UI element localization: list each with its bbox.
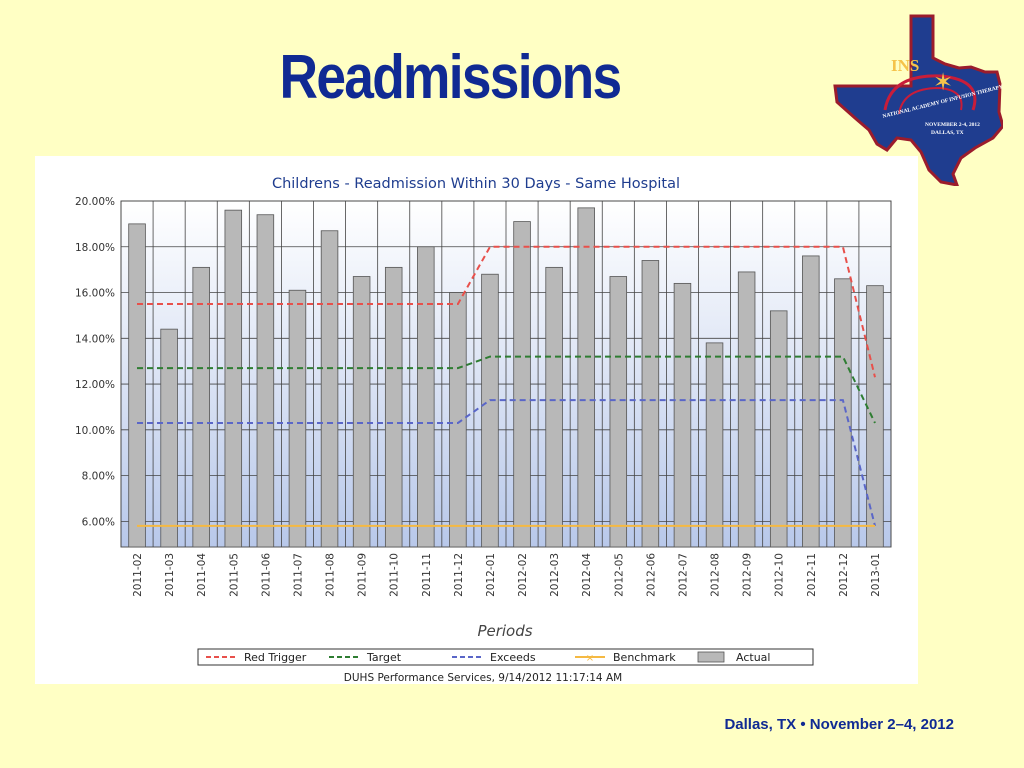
x-tick-label: 2012-05 (613, 553, 625, 597)
bar-actual (705, 342, 724, 548)
x-tick-label: 2011-04 (196, 553, 208, 597)
series-line-red-trigger (137, 245, 876, 378)
y-tick-label: 14.00% (75, 333, 115, 345)
y-tick-label: 20.00% (75, 196, 115, 208)
legend-label-target: Target (366, 651, 402, 664)
y-tick-label: 10.00% (75, 425, 115, 437)
series-line-target (137, 355, 876, 424)
x-tick-label: 2011-12 (453, 553, 465, 597)
source-note: DUHS Performance Services, 9/14/2012 11:… (344, 672, 622, 684)
chart-panel: Childrens - Readmission Within 30 Days -… (35, 156, 918, 684)
x-tick-label: 2011-03 (164, 553, 176, 597)
legend-label-benchmark: Benchmark (613, 651, 676, 664)
x-tick-label: 2011-02 (132, 553, 144, 597)
x-tick-label: 2012-01 (485, 553, 497, 597)
bar-actual (352, 276, 371, 548)
bar-actual (384, 266, 403, 548)
x-axis-label: Periods (477, 622, 532, 640)
x-tick-label: 2012-11 (806, 553, 818, 597)
bar-actual (866, 285, 884, 548)
x-tick-label: 2013-01 (870, 553, 882, 597)
bar-actual (673, 282, 692, 548)
bar-actual (513, 221, 531, 548)
legend-marker-benchmark: × (586, 653, 594, 664)
x-tick-label: 2012-04 (581, 553, 593, 597)
texas-shape-icon (833, 14, 1003, 186)
bar-actual (481, 273, 499, 548)
x-tick-label: 2011-06 (260, 553, 272, 597)
bar-actual (545, 266, 563, 548)
x-tick-label: 2011-10 (389, 553, 401, 597)
y-tick-label: 6.00% (82, 516, 115, 528)
x-tick-label: 2011-08 (325, 553, 337, 597)
y-tick-label: 18.00% (75, 242, 115, 254)
bar-actual (288, 289, 307, 548)
chart-title: Childrens - Readmission Within 30 Days -… (272, 176, 680, 192)
x-tick-label: 2011-07 (292, 553, 304, 597)
legend-label-red-trigger: Red Trigger (244, 651, 307, 664)
slide-title: Readmissions (279, 43, 623, 112)
ins-texas-logo: INS ✶ NATIONAL ACADEMY OF INFUSION THERA… (833, 14, 1003, 186)
logo-abbr: INS (891, 56, 919, 75)
x-tick-label: 2012-09 (742, 553, 754, 597)
readmission-chart: Childrens - Readmission Within 30 Days -… (75, 176, 892, 684)
x-tick-label: 2011-05 (228, 553, 240, 597)
bar-actual (834, 278, 852, 548)
bar-actual (160, 328, 178, 548)
x-tick-label: 2012-02 (517, 553, 529, 597)
legend-label-actual: Actual (736, 651, 770, 664)
x-tick-label: 2012-08 (710, 553, 722, 597)
y-tick-label: 8.00% (82, 471, 115, 483)
bar-actual (641, 260, 660, 548)
logo-swoosh-inner-icon (898, 86, 963, 115)
bar-actual (609, 276, 628, 548)
logo-swoosh-icon (883, 74, 977, 111)
x-tick-label: 2012-06 (645, 553, 657, 597)
bar-actual (737, 271, 756, 548)
x-tick-label: 2012-12 (838, 553, 850, 597)
series-line-exceeds (137, 399, 876, 527)
bar-actual (802, 255, 820, 548)
bar-actual (769, 310, 788, 548)
x-tick-label: 2011-11 (421, 553, 433, 597)
logo-event-date: NOVEMBER 2-4, 2012 (925, 122, 980, 128)
bar-actual (224, 209, 243, 548)
y-tick-label: 12.00% (75, 379, 115, 391)
x-tick-label: 2012-07 (677, 553, 689, 597)
legend-box (197, 648, 814, 666)
bar-actual (449, 292, 467, 548)
slide-footer: Dallas, TX • November 2–4, 2012 (724, 716, 954, 733)
x-tick-label: 2012-03 (549, 553, 561, 597)
logo-event-city: DALLAS, TX (931, 130, 964, 136)
bar-actual (128, 223, 146, 548)
bar-actual (192, 266, 210, 548)
legend-label-exceeds: Exceeds (490, 651, 536, 664)
chart-legend: Red Trigger Target Exceeds × Benchmark Actual (197, 648, 814, 666)
y-tick-label: 16.00% (75, 288, 115, 300)
bar-actual (256, 214, 275, 548)
bar-actual (577, 207, 595, 548)
logo-star-icon: ✶ (933, 68, 953, 96)
bar-actual (320, 230, 339, 548)
legend-swatch-actual (697, 651, 725, 663)
bar-actual (417, 246, 435, 548)
x-tick-label: 2011-09 (357, 553, 369, 597)
x-tick-label: 2012-10 (774, 553, 786, 597)
